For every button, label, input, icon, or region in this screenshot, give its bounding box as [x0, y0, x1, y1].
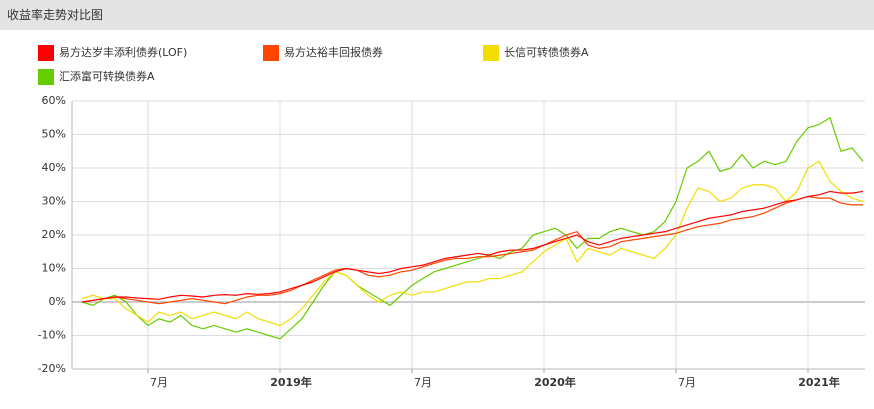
legend-swatch [483, 45, 499, 61]
series-line [81, 116, 864, 340]
x-tick-label: 7月 [678, 376, 696, 389]
series-line [81, 190, 864, 303]
y-tick-label: -10% [38, 329, 66, 342]
y-tick-label: 60% [42, 94, 66, 107]
legend-swatch [38, 45, 54, 61]
legend-label: 汇添富可转换债券A [59, 69, 155, 83]
legend-label: 长信可转债债券A [504, 45, 589, 59]
y-tick-label: 30% [42, 195, 66, 208]
x-tick-label: 7月 [150, 376, 168, 389]
y-tick-label: 40% [42, 161, 66, 174]
y-tick-label: -20% [38, 362, 66, 375]
series-line [81, 195, 863, 305]
x-tick-label: 2019年 [270, 375, 312, 389]
y-tick-label: 10% [42, 262, 66, 275]
series-line [81, 160, 864, 327]
x-tick-label: 2021年 [798, 375, 840, 389]
x-tick-label: 2020年 [534, 375, 576, 389]
x-tick-label: 7月 [414, 376, 432, 389]
legend-label: 易方达岁丰添利债券(LOF) [59, 45, 187, 59]
y-tick-label: 50% [42, 128, 66, 141]
legend-swatch [38, 69, 54, 85]
y-tick-label: 0% [49, 295, 66, 308]
header-title: 收益率走势对比图 [0, 0, 874, 30]
legend-label: 易方达裕丰回报债券 [284, 45, 383, 59]
y-tick-label: 20% [42, 228, 66, 241]
legend-swatch [263, 45, 279, 61]
